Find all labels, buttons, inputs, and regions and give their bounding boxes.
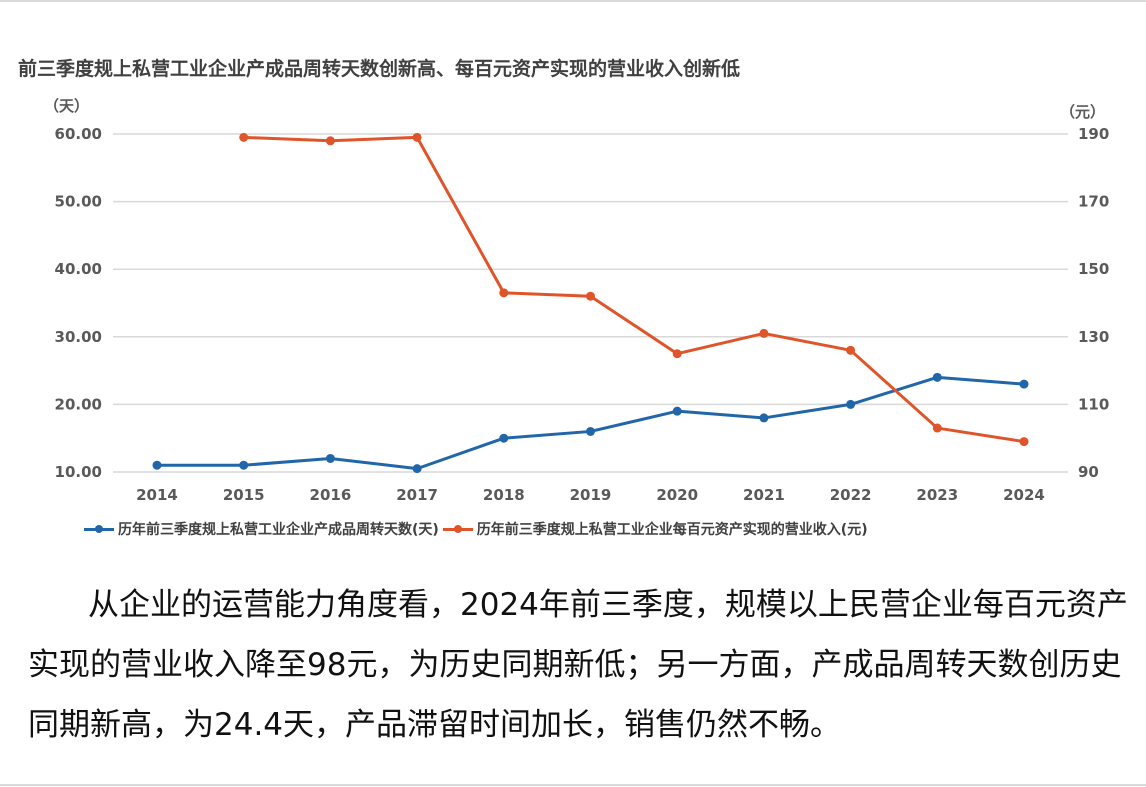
y-right-tick-label: 190 [1078, 125, 1109, 143]
x-tick-label: 2018 [483, 486, 525, 504]
y-right-tick-label: 110 [1078, 395, 1109, 413]
data-point-revenue [499, 288, 509, 298]
data-point-revenue [325, 136, 335, 146]
data-point-days [325, 453, 335, 463]
x-tick-label: 2024 [1003, 486, 1045, 504]
legend-item-days: 历年前三季度规上私营工业企业产成品周转天数(天) [84, 519, 439, 539]
y-left-tick-label: 50.00 [55, 193, 102, 211]
y-right-tick-label: 150 [1078, 260, 1109, 278]
data-point-revenue [759, 328, 769, 338]
data-point-days [846, 399, 856, 409]
data-point-revenue [412, 132, 422, 142]
data-point-days [239, 460, 249, 470]
y-left-tick-label: 20.00 [55, 395, 102, 413]
y-left-tick-label: 30.00 [55, 328, 102, 346]
data-point-revenue [932, 423, 942, 433]
y-left-unit-label: （天） [44, 97, 89, 115]
y-right-unit-label: （元） [1060, 103, 1105, 121]
top-divider [0, 0, 1146, 2]
data-point-revenue [239, 132, 249, 142]
data-point-revenue [586, 291, 595, 301]
x-tick-label: 2016 [310, 486, 352, 504]
legend-swatch-orange [442, 522, 473, 536]
x-tick-label: 2020 [656, 486, 698, 504]
data-point-days [932, 372, 942, 382]
line-chart: 10.00 20.00 30.00 40.00 50.00 60.00 90 110 130 15… [44, 97, 1109, 504]
data-point-revenue [672, 349, 682, 359]
data-point-days [586, 426, 595, 436]
y-right-tick-label: 90 [1078, 463, 1099, 481]
y-left-tick-label: 60.00 [55, 125, 102, 143]
data-point-days [412, 464, 422, 474]
data-point-revenue [1019, 437, 1029, 447]
x-tick-label: 2021 [743, 486, 785, 504]
legend-label-revenue: 历年前三季度规上私营工业企业每百元资产实现的营业收入(元) [476, 522, 868, 538]
chart-title: 前三季度规上私营工业企业产成品周转天数创新高、每百元资产实现的营业收入创新低 [18, 58, 741, 80]
y-right-tick-label: 170 [1078, 193, 1109, 211]
x-tick-label: 2019 [570, 486, 612, 504]
data-point-days [499, 433, 509, 443]
x-tick-label: 2022 [830, 486, 872, 504]
x-tick-label: 2017 [396, 486, 438, 504]
chart-legend: 历年前三季度规上私营工业企业产成品周转天数(天) 历年前三季度规上私营工业企业每… [84, 519, 872, 539]
data-point-revenue [846, 345, 856, 355]
x-tick-label: 2015 [223, 486, 265, 504]
series-line-revenue [243, 135, 1025, 444]
data-point-days [152, 460, 162, 470]
legend-label-days: 历年前三季度规上私营工业企业产成品周转天数(天) [118, 522, 439, 538]
y-right-tick-label: 130 [1078, 328, 1109, 346]
body-paragraph: 从企业的运营能力角度看，2024年前三季度，规模以上民营企业每百元资产实现的营业… [28, 587, 1128, 743]
y-left-tick-label: 10.00 [55, 463, 102, 481]
legend-swatch-blue [84, 522, 114, 536]
bottom-divider [0, 784, 1146, 786]
x-tick-label: 2023 [916, 486, 958, 504]
data-point-days [1019, 379, 1029, 389]
x-tick-label: 2014 [136, 486, 178, 504]
data-point-days [672, 406, 682, 416]
legend-item-revenue: 历年前三季度规上私营工业企业每百元资产实现的营业收入(元) [442, 519, 868, 539]
y-left-tick-label: 40.00 [55, 260, 102, 278]
data-point-days [759, 413, 769, 423]
